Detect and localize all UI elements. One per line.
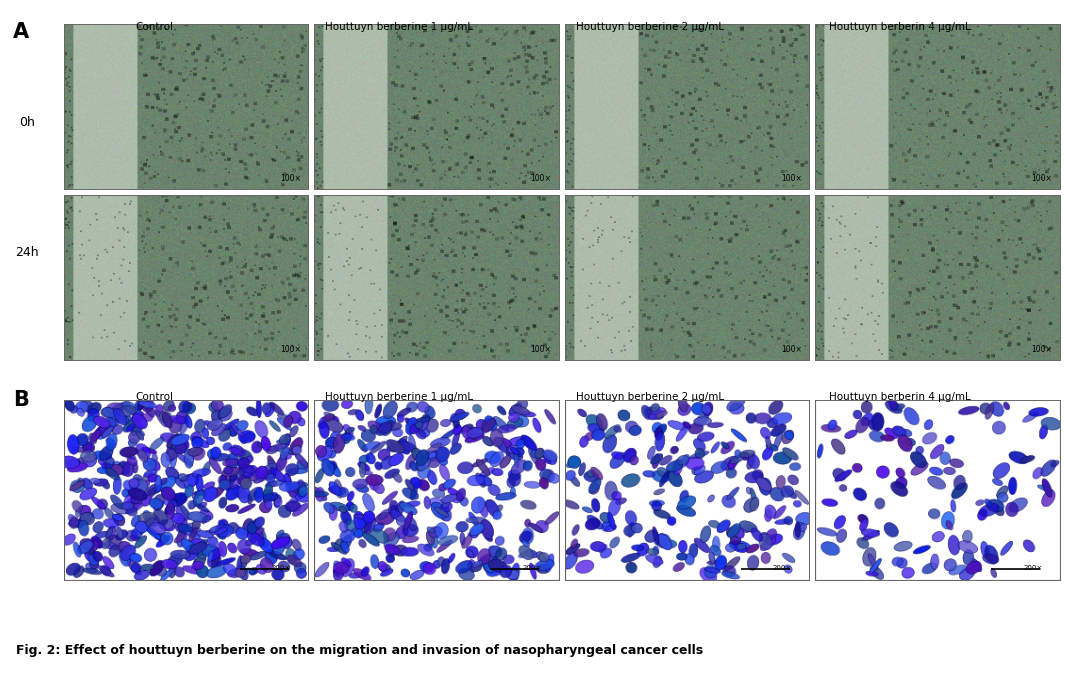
Text: 100×: 100× bbox=[280, 174, 301, 183]
Text: 24h: 24h bbox=[15, 246, 38, 259]
Text: Houttuyn berberine 1 μg/mL: Houttuyn berberine 1 μg/mL bbox=[325, 22, 474, 32]
Text: 100×: 100× bbox=[1032, 174, 1052, 183]
Text: Control: Control bbox=[135, 392, 174, 402]
Text: 100×: 100× bbox=[781, 174, 802, 183]
Text: Houttuyn berberin 4 μg/mL: Houttuyn berberin 4 μg/mL bbox=[829, 392, 971, 402]
Text: 100×: 100× bbox=[1032, 344, 1052, 354]
Text: Houttuyn berberine 1 μg/mL: Houttuyn berberine 1 μg/mL bbox=[325, 392, 474, 402]
Text: 200×: 200× bbox=[272, 565, 291, 572]
Text: 200×: 200× bbox=[1023, 565, 1043, 572]
Text: Control: Control bbox=[135, 22, 174, 32]
Text: Fig. 2: Effect of houttuyn berberine on the migration and invasion of nasopharyn: Fig. 2: Effect of houttuyn berberine on … bbox=[16, 644, 703, 657]
Text: 100×: 100× bbox=[530, 174, 552, 183]
Text: 0h: 0h bbox=[19, 116, 34, 130]
Text: B: B bbox=[13, 390, 29, 410]
Text: A: A bbox=[13, 22, 29, 42]
Text: 100×: 100× bbox=[781, 344, 802, 354]
Text: 100×: 100× bbox=[280, 344, 301, 354]
Text: Houttuyn berberine 2 μg/mL: Houttuyn berberine 2 μg/mL bbox=[575, 22, 724, 32]
Text: 200×: 200× bbox=[522, 565, 542, 572]
Text: 200×: 200× bbox=[773, 565, 792, 572]
Text: 100×: 100× bbox=[530, 344, 552, 354]
Text: Houttuyn berberine 2 μg/mL: Houttuyn berberine 2 μg/mL bbox=[575, 392, 724, 402]
Text: Houttuyn berberin 4 μg/mL: Houttuyn berberin 4 μg/mL bbox=[829, 22, 971, 32]
